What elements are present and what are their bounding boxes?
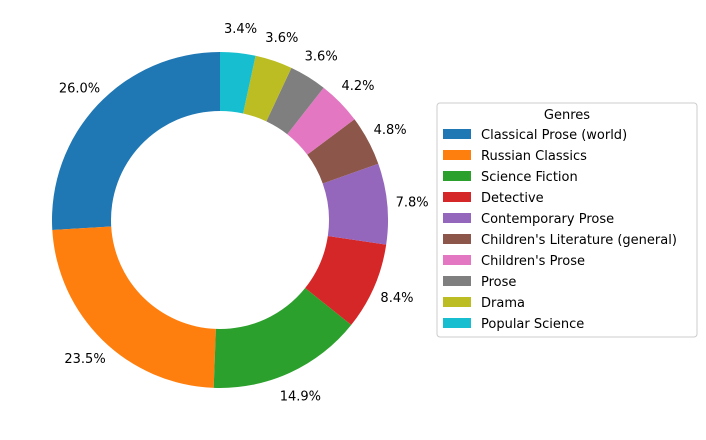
slice-9-pct-label: 3.6% [265, 31, 298, 46]
slice-5 [322, 163, 389, 245]
legend-swatch-3 [443, 171, 471, 181]
slice-5-pct-label: 7.8% [396, 195, 429, 210]
slice-8 [266, 67, 324, 135]
slice-1-pct-label: 26.0% [59, 82, 100, 97]
slice-2 [52, 226, 216, 388]
legend-label-10: Popular Science [481, 317, 584, 332]
legend-label-5: Contemporary Prose [481, 212, 614, 227]
slice-3-pct-label: 14.9% [280, 389, 321, 404]
slice-3 [213, 288, 352, 388]
legend-swatch-4 [443, 192, 471, 202]
legend-swatch-7 [443, 255, 471, 265]
legend-label-8: Prose [481, 275, 516, 290]
slice-10 [220, 52, 256, 114]
legend-label-9: Drama [481, 296, 525, 311]
legend-label-1: Classical Prose (world) [481, 128, 627, 143]
donut-slices [51, 52, 389, 388]
slice-6-pct-label: 4.8% [374, 123, 407, 138]
slice-4-pct-label: 8.4% [380, 291, 413, 306]
legend-swatch-10 [443, 318, 471, 328]
legend-swatch-8 [443, 276, 471, 286]
legend-swatch-2 [443, 150, 471, 160]
legend-label-4: Detective [481, 191, 544, 206]
legend-label-6: Children's Literature (general) [481, 233, 677, 248]
legend: Genres Classical Prose (world) Russian Cl… [436, 102, 698, 338]
slice-2-pct-label: 23.5% [64, 352, 105, 367]
legend-swatch-9 [443, 297, 471, 307]
legend-label-3: Science Fiction [481, 170, 578, 185]
slice-7 [287, 87, 355, 155]
legend-swatch-5 [443, 213, 471, 223]
percentage-labels: 26.0%23.5%14.9%8.4%7.8%4.8%4.2%3.6%3.6%3… [59, 22, 429, 404]
slice-10-pct-label: 3.4% [224, 22, 257, 37]
slice-4 [305, 236, 387, 325]
slice-8-pct-label: 3.6% [305, 50, 338, 65]
legend-swatch-6 [443, 234, 471, 244]
legend-frame [436, 102, 698, 338]
legend-swatch-1 [443, 129, 471, 139]
slice-9 [243, 55, 292, 122]
legend-label-7: Children's Prose [481, 254, 585, 269]
legend-label-2: Russian Classics [481, 149, 587, 164]
slice-6 [307, 119, 379, 184]
legend-title: Genres [544, 108, 590, 123]
slice-7-pct-label: 4.2% [341, 79, 374, 94]
slice-1 [51, 52, 220, 231]
legend-items: Classical Prose (world) Russian Classics S… [443, 128, 677, 332]
